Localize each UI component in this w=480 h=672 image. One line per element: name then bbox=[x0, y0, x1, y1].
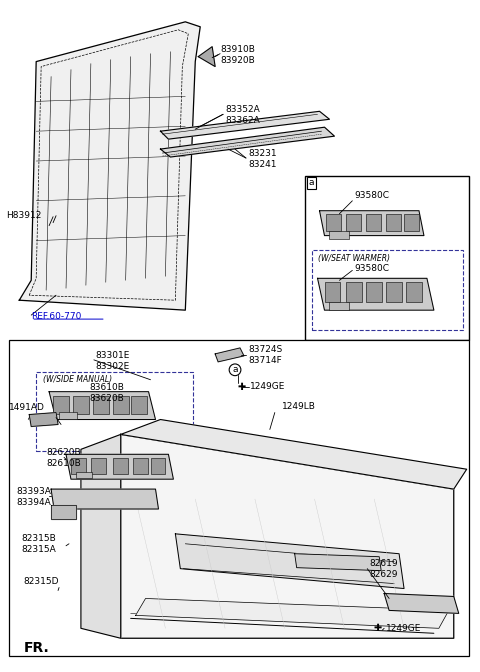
Text: (W/SEAT WARMER): (W/SEAT WARMER) bbox=[318, 254, 390, 263]
Text: 82620B: 82620B bbox=[46, 448, 81, 457]
Bar bbox=[93, 396, 109, 413]
Polygon shape bbox=[215, 348, 244, 362]
Polygon shape bbox=[120, 434, 454, 638]
Bar bbox=[386, 214, 401, 230]
Circle shape bbox=[157, 282, 164, 289]
Polygon shape bbox=[51, 489, 158, 509]
Text: 82315B: 82315B bbox=[21, 534, 56, 544]
Text: 83302E: 83302E bbox=[96, 362, 130, 372]
Text: 1249GE: 1249GE bbox=[386, 624, 421, 633]
Polygon shape bbox=[175, 534, 404, 589]
Text: 82629: 82629 bbox=[369, 570, 398, 579]
Bar bbox=[347, 282, 362, 302]
Text: 82619: 82619 bbox=[369, 559, 398, 568]
Text: a: a bbox=[232, 366, 238, 374]
Polygon shape bbox=[49, 392, 156, 419]
Bar bbox=[151, 458, 166, 474]
Polygon shape bbox=[198, 46, 215, 67]
Circle shape bbox=[37, 282, 45, 289]
Bar bbox=[329, 230, 349, 239]
Text: 82315D: 82315D bbox=[23, 577, 59, 586]
Bar bbox=[366, 214, 381, 230]
Text: 83241: 83241 bbox=[248, 159, 276, 169]
Text: 83610B: 83610B bbox=[89, 383, 124, 392]
Text: 1249LB: 1249LB bbox=[282, 402, 316, 411]
Bar bbox=[305, 176, 468, 340]
Bar bbox=[91, 458, 106, 474]
Text: a: a bbox=[309, 178, 314, 187]
FancyArrow shape bbox=[56, 644, 91, 656]
Text: 83724S: 83724S bbox=[248, 345, 282, 354]
Text: 1249GE: 1249GE bbox=[250, 382, 285, 391]
Bar bbox=[312, 251, 463, 330]
Bar bbox=[347, 214, 361, 230]
Bar bbox=[131, 396, 146, 413]
Bar bbox=[36, 372, 193, 452]
Text: FR.: FR. bbox=[23, 641, 49, 655]
Bar bbox=[113, 396, 129, 413]
Circle shape bbox=[270, 403, 280, 413]
Polygon shape bbox=[19, 22, 200, 310]
Circle shape bbox=[280, 618, 290, 628]
Circle shape bbox=[51, 551, 61, 560]
Text: 83714F: 83714F bbox=[248, 356, 282, 366]
Text: 83352A: 83352A bbox=[225, 105, 260, 114]
Bar bbox=[59, 411, 77, 419]
Polygon shape bbox=[51, 505, 76, 519]
Text: 82610B: 82610B bbox=[46, 459, 81, 468]
Text: 83920B: 83920B bbox=[220, 56, 255, 65]
Polygon shape bbox=[136, 599, 449, 628]
Circle shape bbox=[96, 126, 106, 136]
Bar bbox=[132, 458, 147, 474]
Bar bbox=[324, 282, 340, 302]
Text: H83912: H83912 bbox=[6, 211, 42, 220]
Bar bbox=[366, 282, 382, 302]
Text: 83910B: 83910B bbox=[220, 45, 255, 54]
Bar bbox=[386, 282, 402, 302]
Polygon shape bbox=[29, 413, 58, 427]
Bar bbox=[113, 458, 128, 474]
Circle shape bbox=[55, 585, 67, 597]
Polygon shape bbox=[160, 112, 329, 139]
Bar bbox=[329, 302, 349, 310]
Text: 1491AD: 1491AD bbox=[9, 403, 45, 412]
Text: REF.60-770: REF.60-770 bbox=[31, 312, 82, 321]
Polygon shape bbox=[295, 554, 381, 571]
Bar bbox=[404, 214, 419, 230]
Bar bbox=[326, 214, 341, 230]
Text: 83231: 83231 bbox=[248, 149, 276, 157]
Bar bbox=[406, 282, 422, 302]
Bar bbox=[53, 396, 69, 413]
Polygon shape bbox=[81, 434, 120, 638]
Text: 83362A: 83362A bbox=[225, 116, 260, 125]
Polygon shape bbox=[66, 454, 173, 479]
Circle shape bbox=[77, 282, 84, 289]
Text: 83301E: 83301E bbox=[96, 351, 130, 360]
Bar bbox=[71, 458, 86, 474]
Bar bbox=[73, 396, 89, 413]
Polygon shape bbox=[120, 419, 467, 489]
Circle shape bbox=[53, 218, 59, 224]
Circle shape bbox=[117, 282, 124, 289]
Text: 93580C: 93580C bbox=[354, 264, 389, 273]
Text: 83394A: 83394A bbox=[16, 497, 51, 507]
Text: 83393A: 83393A bbox=[16, 487, 51, 495]
Circle shape bbox=[66, 537, 76, 547]
Text: ✚: ✚ bbox=[373, 624, 381, 633]
Text: ✚: ✚ bbox=[238, 382, 246, 392]
Polygon shape bbox=[160, 127, 335, 157]
Bar bbox=[9, 340, 468, 656]
Text: 83620B: 83620B bbox=[89, 394, 124, 403]
Polygon shape bbox=[318, 278, 434, 310]
Text: 93580C: 93580C bbox=[354, 192, 389, 200]
Bar bbox=[76, 472, 92, 478]
Polygon shape bbox=[384, 593, 459, 614]
Text: (W/SIDE MANUAL): (W/SIDE MANUAL) bbox=[43, 375, 112, 384]
Text: 82315A: 82315A bbox=[21, 545, 56, 554]
Polygon shape bbox=[320, 211, 424, 236]
